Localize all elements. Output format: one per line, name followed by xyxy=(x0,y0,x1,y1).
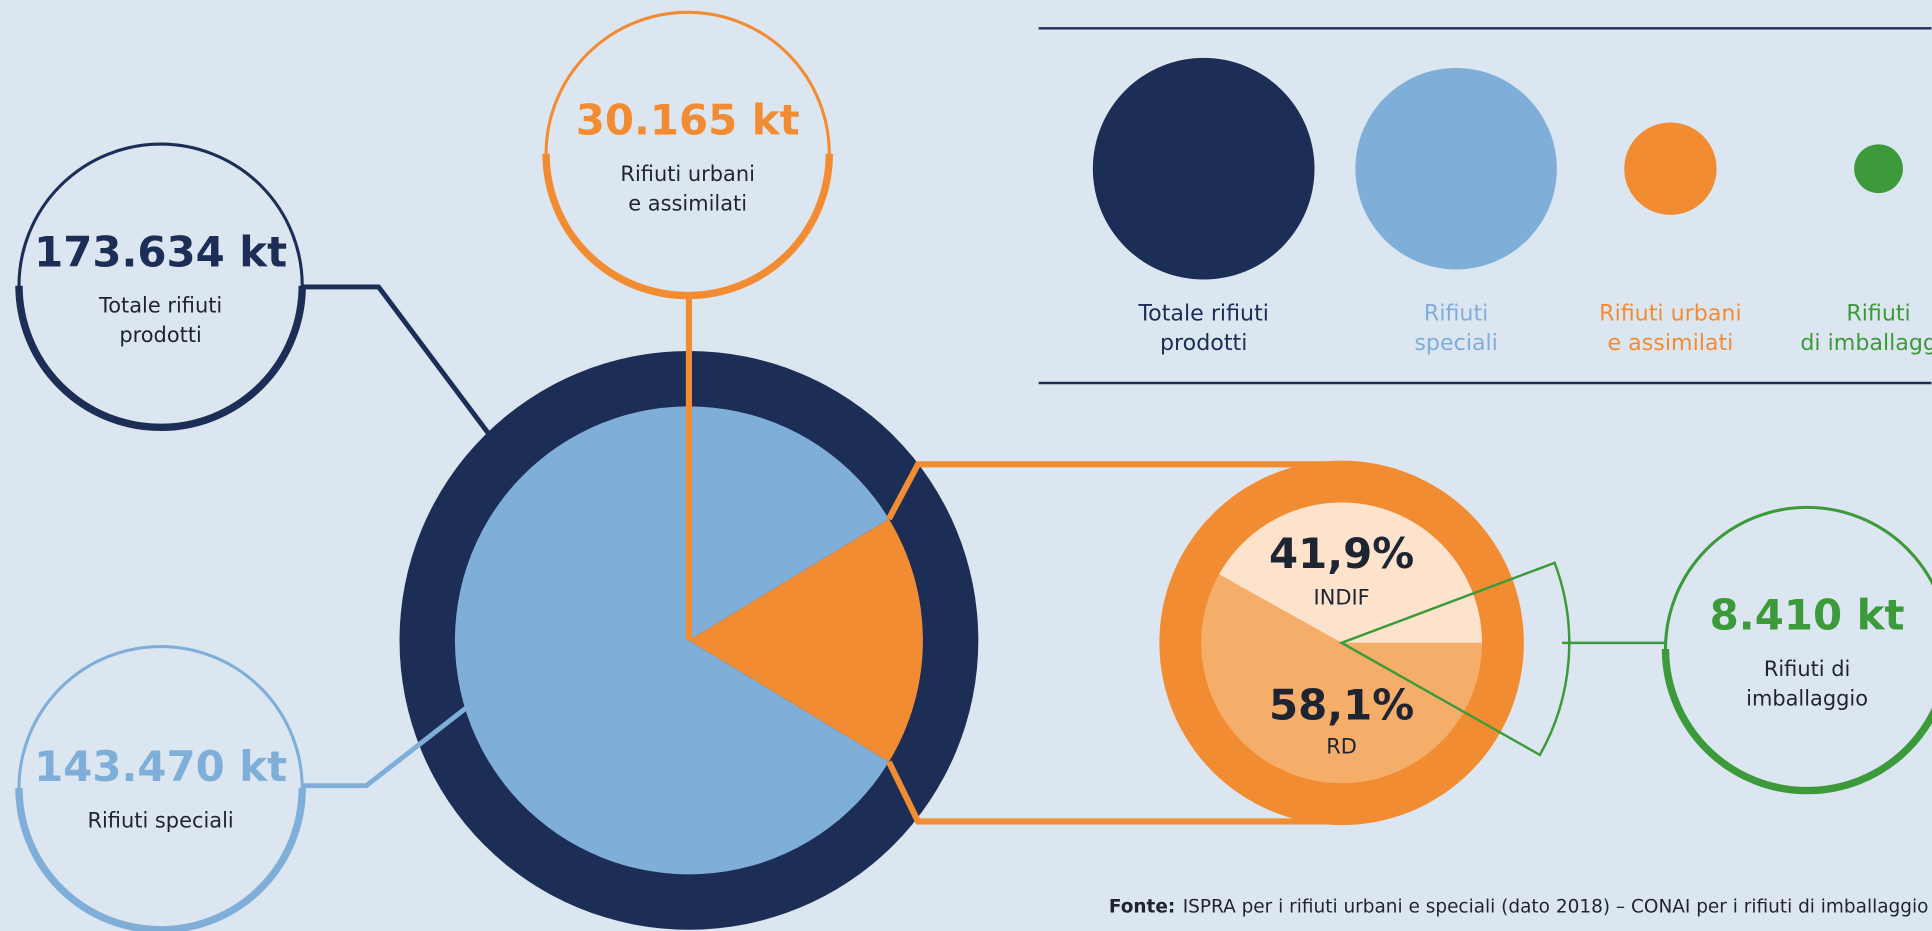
bubble-caption: Rifiuti urbani xyxy=(620,162,755,186)
connector xyxy=(886,461,1342,521)
split-value: 41,9% xyxy=(1269,529,1414,578)
legend-swatch xyxy=(1624,122,1717,215)
bubble-value: 30.165 kt xyxy=(576,96,800,145)
split-sector xyxy=(1201,574,1482,784)
bubble-value: 143.470 kt xyxy=(34,742,287,791)
split-value: 58,1% xyxy=(1269,681,1414,730)
split-name: RD xyxy=(1326,735,1357,759)
bubble-caption: prodotti xyxy=(119,323,202,347)
legend-label: prodotti xyxy=(1160,330,1247,356)
bubble-accent xyxy=(1661,648,1932,795)
legend-label: speciali xyxy=(1414,330,1497,356)
legend-label: Rifiuti xyxy=(1846,301,1910,327)
bubble-value: 173.634 kt xyxy=(34,227,287,276)
bubble-caption: e assimilati xyxy=(628,191,747,215)
legend-swatch xyxy=(1092,57,1315,280)
bubble-caption: Rifiuti speciali xyxy=(87,808,233,832)
legend-label: Rifiuti urbani xyxy=(1599,301,1741,327)
source: Fonte: ISPRA per i rifiuti urbani e speci… xyxy=(1109,897,1929,918)
bubble-caption: Totale rifiuti xyxy=(98,294,222,318)
bubble-accent xyxy=(15,285,306,431)
bubble-value: 8.410 kt xyxy=(1710,591,1905,640)
legend-label: e assimilati xyxy=(1608,330,1734,356)
legend-label: Rifiuti xyxy=(1424,301,1488,327)
connector xyxy=(886,760,1342,825)
split-sector xyxy=(1219,502,1482,643)
bubble-caption: imballaggio xyxy=(1746,686,1868,710)
bubble-accent xyxy=(15,788,306,931)
connector xyxy=(302,706,468,789)
legend-swatch xyxy=(1854,144,1903,194)
special-sector xyxy=(454,406,889,875)
source-label: Fonte: xyxy=(1109,897,1175,918)
bubble-accent xyxy=(542,153,833,300)
legend-label: Totale rifiuti xyxy=(1137,301,1269,327)
urban-sector xyxy=(688,518,923,762)
packaging-wedge xyxy=(1338,561,1571,757)
source-text: ISPRA per i rifiuti urbani e speciali (d… xyxy=(1183,897,1929,918)
legend-swatch xyxy=(1355,67,1557,270)
split-name: INDIF xyxy=(1314,586,1370,610)
legend-label: di imballaggio xyxy=(1800,330,1932,356)
connector xyxy=(302,284,492,437)
bubble-caption: Rifiuti di xyxy=(1764,657,1851,681)
